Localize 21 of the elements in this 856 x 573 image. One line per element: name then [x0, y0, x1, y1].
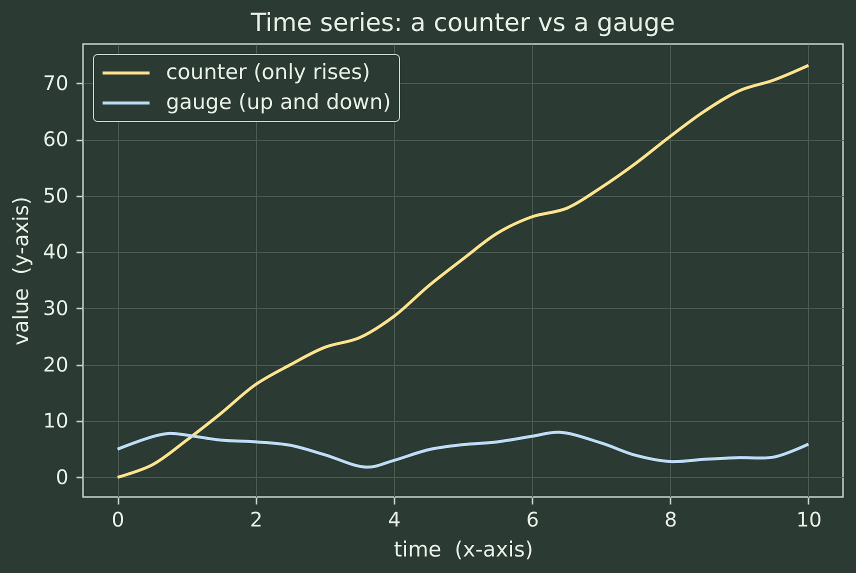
- y-tick-label: 0: [56, 464, 68, 489]
- legend-label: counter (only rises): [166, 60, 370, 84]
- y-tick-label: 60: [43, 127, 68, 152]
- x-tick-label: 4: [388, 508, 401, 532]
- legend-label: gauge (up and down): [166, 90, 391, 114]
- y-tick-label: 30: [43, 296, 68, 320]
- y-tick-label: 40: [43, 240, 68, 264]
- chart-title: Time series: a counter vs a gauge: [250, 8, 676, 37]
- line-series: [116, 64, 810, 479]
- y-axis-title: value (y-axis): [9, 196, 34, 346]
- x-tick-label: 0: [112, 508, 124, 532]
- y-tick-label: 70: [43, 70, 68, 95]
- x-tick-label: 6: [526, 508, 539, 532]
- x-tick-label: 2: [250, 508, 263, 532]
- x-axis-title: time (x-axis): [394, 538, 534, 562]
- y-tick-label: 20: [43, 352, 68, 376]
- x-tick-label: 8: [664, 508, 678, 532]
- x-tick-label: 10: [796, 508, 822, 532]
- y-tick-label: 10: [43, 408, 68, 433]
- y-tick-label: 50: [43, 183, 68, 208]
- line-series: [116, 430, 810, 469]
